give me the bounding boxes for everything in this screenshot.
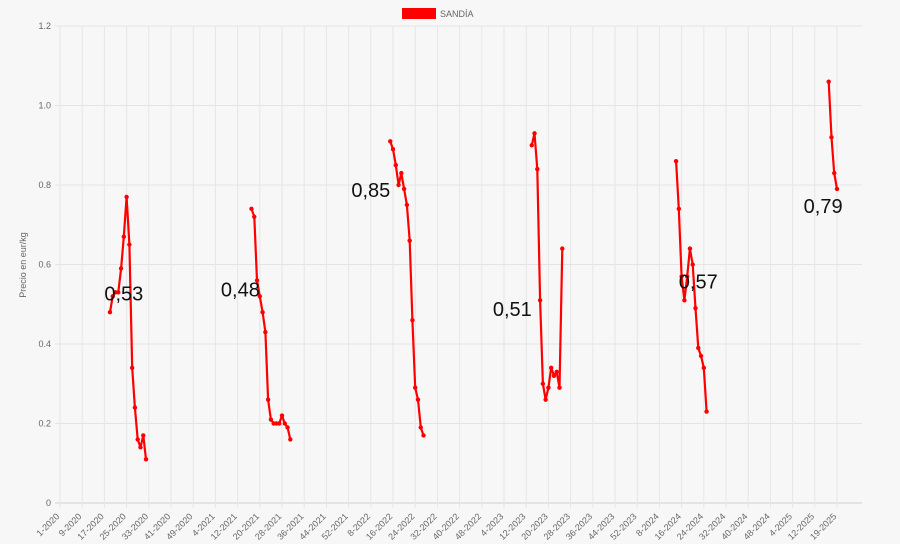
data-point[interactable]: [257, 294, 263, 299]
data-point[interactable]: [557, 385, 562, 390]
value-annotation: 0,57: [679, 271, 718, 293]
data-point[interactable]: [418, 425, 423, 430]
series-line: [530, 132, 564, 401]
data-point[interactable]: [277, 421, 282, 426]
data-point[interactable]: [141, 433, 146, 438]
y-tick-label: 0.2: [38, 419, 51, 429]
data-point[interactable]: [537, 298, 543, 303]
data-point[interactable]: [252, 214, 257, 219]
data-point[interactable]: [393, 162, 398, 168]
data-point[interactable]: [132, 405, 138, 410]
data-point[interactable]: [551, 373, 557, 378]
data-point[interactable]: [116, 290, 121, 295]
data-point[interactable]: [826, 79, 831, 84]
data-point[interactable]: [129, 365, 135, 371]
data-point[interactable]: [548, 365, 554, 371]
value-annotation: 0,51: [493, 299, 532, 321]
data-point[interactable]: [687, 246, 693, 251]
series-line: [250, 208, 292, 440]
data-point[interactable]: [288, 437, 293, 442]
data-point[interactable]: [399, 170, 404, 176]
data-point[interactable]: [279, 413, 285, 418]
data-point[interactable]: [421, 433, 426, 438]
data-point[interactable]: [676, 206, 682, 212]
y-tick-label: 0: [46, 498, 51, 508]
data-point[interactable]: [693, 306, 698, 311]
grid-lines: [55, 25, 862, 508]
value-annotation: 0,85: [351, 180, 390, 202]
data-point[interactable]: [540, 381, 546, 386]
data-point[interactable]: [834, 186, 840, 192]
value-annotation: 0,53: [104, 283, 143, 305]
series-lines: [107, 79, 840, 462]
y-tick-label: 0.4: [38, 339, 51, 349]
data-point[interactable]: [546, 385, 551, 390]
y-tick-label: 1.0: [38, 101, 51, 111]
data-point[interactable]: [254, 278, 260, 283]
data-point[interactable]: [107, 310, 113, 315]
data-point[interactable]: [407, 238, 412, 243]
data-point[interactable]: [682, 298, 687, 303]
legend-swatch: [402, 8, 436, 19]
data-point[interactable]: [829, 135, 834, 140]
data-point[interactable]: [388, 139, 393, 144]
data-point[interactable]: [265, 397, 271, 402]
data-point[interactable]: [415, 397, 421, 402]
data-point[interactable]: [249, 206, 254, 212]
y-axis-label: Precio en eur/kg: [18, 232, 28, 298]
data-point[interactable]: [679, 274, 684, 279]
data-point[interactable]: [832, 170, 837, 176]
data-point[interactable]: [690, 262, 695, 267]
series-line: [827, 81, 839, 190]
data-point[interactable]: [560, 246, 565, 251]
x-axis-ticks: 1-20209-202017-202025-202033-202041-2020…: [35, 511, 839, 541]
data-point[interactable]: [413, 385, 418, 390]
data-point[interactable]: [282, 421, 287, 426]
legend[interactable]: SANDÍA: [402, 8, 474, 19]
data-point[interactable]: [673, 158, 679, 164]
data-point[interactable]: [124, 194, 129, 200]
data-point[interactable]: [268, 417, 274, 422]
data-point[interactable]: [127, 242, 132, 247]
data-point[interactable]: [701, 365, 707, 371]
data-point[interactable]: [390, 147, 396, 152]
data-point[interactable]: [696, 345, 701, 351]
data-point[interactable]: [704, 409, 709, 414]
data-point[interactable]: [138, 445, 143, 450]
data-point[interactable]: [263, 329, 268, 335]
y-axis-ticks: 0 0.2 0.4 0.6 0.8 1.0 1.2: [38, 21, 51, 508]
annotations: 0,53 0,48 0,85 0,51 0,57 0,79: [104, 180, 842, 321]
data-point[interactable]: [396, 182, 401, 188]
data-point[interactable]: [684, 274, 690, 279]
data-point[interactable]: [121, 234, 127, 239]
data-point[interactable]: [529, 143, 534, 148]
value-annotation: 0,79: [804, 196, 843, 218]
data-point[interactable]: [535, 166, 540, 172]
value-annotation: 0,48: [221, 279, 260, 301]
series-line: [108, 195, 148, 460]
data-point[interactable]: [143, 457, 149, 462]
data-point[interactable]: [698, 353, 704, 359]
data-point[interactable]: [554, 369, 559, 375]
data-point[interactable]: [118, 266, 124, 271]
data-point[interactable]: [110, 294, 115, 299]
legend-label[interactable]: SANDÍA: [440, 9, 474, 19]
data-point[interactable]: [543, 397, 548, 402]
y-tick-label: 1.2: [38, 21, 51, 31]
data-point[interactable]: [401, 186, 407, 192]
data-point[interactable]: [260, 310, 265, 315]
data-point[interactable]: [410, 317, 415, 323]
data-point[interactable]: [135, 437, 140, 442]
x-tick-label: 1-2020: [35, 511, 62, 538]
y-tick-label: 0.6: [38, 260, 51, 270]
y-tick-label: 0.8: [38, 180, 51, 190]
data-point[interactable]: [532, 131, 537, 136]
data-point[interactable]: [404, 202, 410, 208]
data-point[interactable]: [285, 425, 290, 430]
